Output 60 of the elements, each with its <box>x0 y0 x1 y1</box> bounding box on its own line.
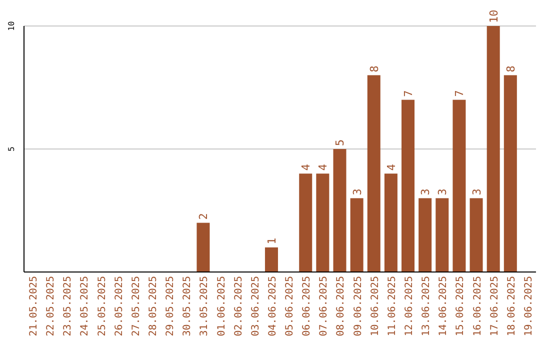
x-tick-label: 11.06.2025 <box>386 276 398 336</box>
data-label: 7 <box>453 90 466 97</box>
bar <box>402 100 415 272</box>
x-tick-label: 14.06.2025 <box>438 276 450 336</box>
x-tick-label: 19.06.2025 <box>523 276 534 336</box>
data-label: 3 <box>470 188 484 196</box>
x-tick-label: 04.06.2025 <box>267 276 278 336</box>
x-tick-label: 21.05.2025 <box>28 276 40 336</box>
x-tick-label: 23.05.2025 <box>62 276 74 336</box>
x-tick-label: 06.06.2025 <box>302 276 313 336</box>
bar <box>350 198 364 272</box>
x-tick-label: 01.06.2025 <box>216 276 228 336</box>
bar <box>384 174 398 272</box>
data-label: 8 <box>368 66 381 72</box>
x-tick-label: 24.05.2025 <box>80 276 91 336</box>
data-label: 4 <box>316 164 330 171</box>
x-tick-label: 05.06.2025 <box>284 276 296 336</box>
x-tick-label: 22.05.2025 <box>46 276 57 336</box>
x-tick-label: 25.05.2025 <box>96 276 108 336</box>
data-label: 5 <box>334 139 347 146</box>
data-label: 2 <box>197 213 210 220</box>
x-tick-label: 07.06.2025 <box>318 276 330 336</box>
x-tick-label: 26.05.2025 <box>114 276 125 336</box>
bar <box>264 247 278 272</box>
bar <box>333 149 346 272</box>
data-label: 8 <box>504 66 518 72</box>
bar <box>418 198 432 272</box>
x-tick-label: 30.05.2025 <box>182 276 194 336</box>
x-tick-label: 31.05.2025 <box>199 276 210 336</box>
bar <box>367 75 380 272</box>
bar <box>452 100 466 272</box>
x-tick-label: 03.06.2025 <box>250 276 262 336</box>
data-label: 1 <box>265 238 278 244</box>
data-label: 4 <box>384 164 398 171</box>
x-tick-label: 17.06.2025 <box>489 276 500 336</box>
data-label: 7 <box>402 90 416 97</box>
bar <box>504 75 517 272</box>
data-label: 3 <box>350 188 364 196</box>
x-tick-label: 29.05.2025 <box>165 276 176 336</box>
x-tick-label: 27.05.2025 <box>130 276 142 336</box>
x-tick-label: 13.06.2025 <box>421 276 432 336</box>
x-tick-label: 18.06.2025 <box>506 276 518 336</box>
data-label: 3 <box>419 188 432 196</box>
bar <box>436 198 449 272</box>
x-tick-label: 02.06.2025 <box>233 276 244 336</box>
data-label: 4 <box>300 164 313 171</box>
x-tick-label: 16.06.2025 <box>472 276 484 336</box>
bar <box>486 26 500 272</box>
x-tick-label: 28.05.2025 <box>148 276 159 336</box>
bar <box>316 174 330 272</box>
data-label: 10 <box>487 10 500 23</box>
x-tick-label: 09.06.2025 <box>352 276 364 336</box>
x-tick-label: 15.06.2025 <box>455 276 466 336</box>
x-tick-label: 08.06.2025 <box>336 276 347 336</box>
data-label: 3 <box>436 188 450 196</box>
x-tick-label: 12.06.2025 <box>404 276 415 336</box>
x-tick-label: 10.06.2025 <box>370 276 381 336</box>
bar <box>299 174 312 272</box>
bar <box>196 222 210 272</box>
bar <box>470 198 483 272</box>
